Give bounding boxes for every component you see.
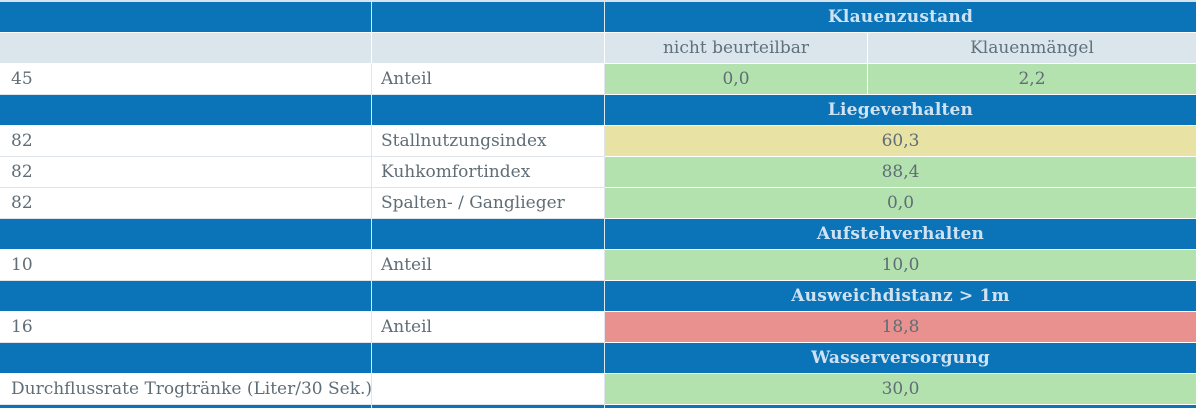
metric-label: Anteil bbox=[372, 64, 605, 95]
status-value-spalten-ganglieger: 0,0 bbox=[605, 188, 1196, 219]
section-spacer-cell bbox=[0, 281, 372, 312]
section-row-partial bbox=[0, 405, 1196, 408]
sample-size-value: 16 bbox=[0, 312, 372, 343]
section-title-partial bbox=[605, 405, 1196, 408]
section-title-aufstehverhalten: Aufstehverhalten bbox=[605, 219, 1196, 250]
status-value-ausweichdistanz: 18,8 bbox=[605, 312, 1196, 343]
table-row-klauenzustand-anteil: 45 Anteil 0,0 2,2 bbox=[0, 64, 1196, 95]
metric-label: Stallnutzungsindex bbox=[372, 126, 605, 157]
table-row-aufstehverhalten-anteil: 10 Anteil 10,0 bbox=[0, 250, 1196, 281]
section-row-wasserversorgung: Wasserversorgung bbox=[0, 343, 1196, 374]
empty-cell bbox=[372, 374, 605, 405]
table-row-kuhkomfortindex: 82 Kuhkomfortindex 88,4 bbox=[0, 157, 1196, 188]
section-spacer-cell bbox=[372, 281, 605, 312]
section-spacer-cell bbox=[0, 405, 372, 408]
status-value-stallnutzungsindex: 60,3 bbox=[605, 126, 1196, 157]
section-row-ausweichdistanz: Ausweichdistanz > 1m bbox=[0, 281, 1196, 312]
section-spacer-cell bbox=[0, 219, 372, 250]
subheader-row: nicht beurteilbar Klauenmängel bbox=[0, 33, 1196, 64]
status-value-aufstehverhalten: 10,0 bbox=[605, 250, 1196, 281]
sample-size-value: 82 bbox=[0, 188, 372, 219]
section-spacer-cell bbox=[372, 405, 605, 408]
metric-label: Anteil bbox=[372, 250, 605, 281]
subheader-spacer-cell bbox=[372, 33, 605, 64]
section-spacer-cell bbox=[0, 343, 372, 374]
section-spacer-cell bbox=[372, 95, 605, 126]
subheader-nicht-beurteilbar: nicht beurteilbar bbox=[605, 33, 868, 64]
section-title-liegeverhalten: Liegeverhalten bbox=[605, 95, 1196, 126]
status-value-kuhkomfortindex: 88,4 bbox=[605, 157, 1196, 188]
section-spacer-cell bbox=[372, 2, 605, 33]
table-row-ausweichdistanz-anteil: 16 Anteil 18,8 bbox=[0, 312, 1196, 343]
status-value-durchflussrate: 30,0 bbox=[605, 374, 1196, 405]
metric-label: Anteil bbox=[372, 312, 605, 343]
table-row-durchflussrate: Durchflussrate Trogtränke (Liter/30 Sek.… bbox=[0, 374, 1196, 405]
status-value-nicht-beurteilbar: 0,0 bbox=[605, 64, 868, 95]
section-spacer-cell bbox=[0, 2, 372, 33]
sample-size-value: 82 bbox=[0, 126, 372, 157]
table-row-stallnutzungsindex: 82 Stallnutzungsindex 60,3 bbox=[0, 126, 1196, 157]
table-row-spalten-ganglieger: 82 Spalten- / Ganglieger 0,0 bbox=[0, 188, 1196, 219]
section-title-klauenzustand: Klauenzustand bbox=[605, 2, 1196, 33]
metric-label-long: Durchflussrate Trogtränke (Liter/30 Sek.… bbox=[0, 374, 372, 405]
section-spacer-cell bbox=[372, 219, 605, 250]
subheader-spacer-cell bbox=[0, 33, 372, 64]
sample-size-value: 10 bbox=[0, 250, 372, 281]
section-title-ausweichdistanz: Ausweichdistanz > 1m bbox=[605, 281, 1196, 312]
subheader-klauenmaengel: Klauenmängel bbox=[868, 33, 1196, 64]
section-row-liegeverhalten: Liegeverhalten bbox=[0, 95, 1196, 126]
section-spacer-cell bbox=[372, 343, 605, 374]
section-spacer-cell bbox=[0, 95, 372, 126]
section-row-klauenzustand: Klauenzustand bbox=[0, 2, 1196, 33]
section-row-aufstehverhalten: Aufstehverhalten bbox=[0, 219, 1196, 250]
metric-label: Kuhkomfortindex bbox=[372, 157, 605, 188]
metric-label: Spalten- / Ganglieger bbox=[372, 188, 605, 219]
status-value-klauenmaengel: 2,2 bbox=[868, 64, 1196, 95]
sample-size-value: 45 bbox=[0, 64, 372, 95]
section-title-wasserversorgung: Wasserversorgung bbox=[605, 343, 1196, 374]
sample-size-value: 82 bbox=[0, 157, 372, 188]
